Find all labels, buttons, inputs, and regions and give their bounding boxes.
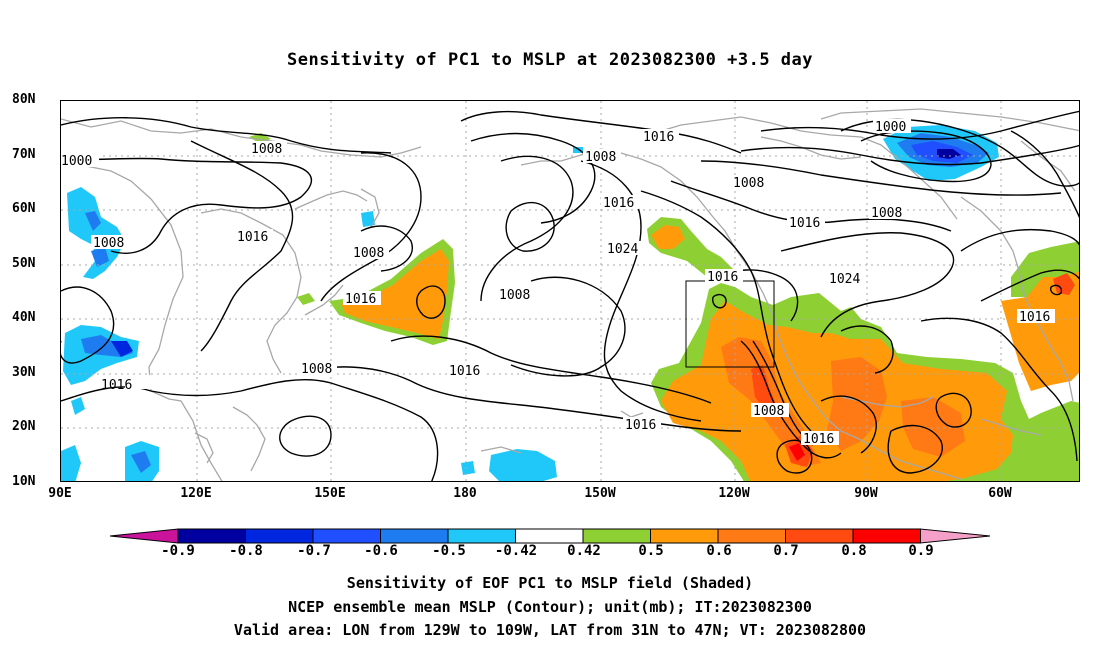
mslp-contours (61, 110, 1079, 481)
lat-label-40n: 40N (12, 310, 36, 325)
lon-label-90w: 90W (854, 486, 878, 501)
colorbar-segment (582, 528, 651, 544)
lon-label-90e: 90E (48, 486, 72, 501)
grid-lines (61, 101, 1079, 481)
map-canvas: 1000 1008 1016 1008 1016 1008 1016 1008 … (61, 101, 1079, 481)
contour-label: 1008 (251, 142, 282, 157)
colorbar-label: 0.9 (908, 543, 934, 559)
colorbar-label: 0.42 (567, 543, 601, 559)
lat-label-20n: 20N (12, 419, 36, 434)
contour-label: 1008 (499, 288, 530, 303)
lon-label-120w: 120W (718, 486, 750, 501)
colorbar-label: 0.7 (773, 543, 799, 559)
colorbar-segment (852, 528, 921, 544)
negative-region-west (67, 187, 125, 279)
lon-label-120e: 120E (180, 486, 212, 501)
lat-label-30n: 30N (12, 365, 36, 380)
colorbar-label: 0.6 (706, 543, 732, 559)
map-panel: 1000 1008 1016 1008 1016 1008 1016 1008 … (60, 100, 1080, 482)
colorbar-segment (515, 528, 584, 544)
colorbar-label: -0.9 (161, 543, 195, 559)
plot-title: Sensitivity of PC1 to MSLP at 2023082300… (286, 50, 813, 70)
contour-label: 1016 (101, 378, 132, 393)
colorbar-segment (380, 528, 449, 544)
lon-label-180: 180 (453, 486, 477, 501)
colorbar-high-arrow (920, 528, 991, 544)
contour-label: 1008 (353, 246, 384, 261)
colorbar-segment (785, 528, 854, 544)
lat-label-10n: 10N (12, 474, 36, 489)
colorbar-label: -0.6 (364, 543, 398, 559)
lat-label-50n: 50N (12, 256, 36, 271)
contour-label: 1016 (643, 130, 674, 145)
contour-label: 1016 (603, 196, 634, 211)
contour-label: 1008 (871, 206, 902, 221)
contour-label: 1016 (803, 432, 834, 447)
contour-label: 1016 (237, 230, 268, 245)
colorbar-label: -0.42 (494, 543, 538, 559)
contour-label: 1016 (449, 364, 480, 379)
lon-label-60w: 60W (988, 486, 1012, 501)
contour-label: 1008 (93, 236, 124, 251)
colorbar-segment (717, 528, 786, 544)
contour-label: 1008 (585, 150, 616, 165)
colorbar-low-arrow (109, 528, 179, 544)
contour-label: 1016 (707, 270, 738, 285)
colorbar-segments (109, 528, 991, 544)
colorbar-segment (177, 528, 246, 544)
contour-label: 1008 (753, 404, 784, 419)
colorbar-label: -0.8 (229, 543, 263, 559)
colorbar-segment (650, 528, 719, 544)
contour-label: 1024 (607, 242, 638, 257)
caption-line-3: Valid area: LON from 129W to 109W, LAT f… (233, 621, 867, 639)
contour-label: 1016 (345, 292, 376, 307)
caption-line-1: Sensitivity of EOF PC1 to MSLP field (Sh… (346, 574, 754, 592)
lon-label-150w: 150W (584, 486, 616, 501)
contour-label: 1016 (1019, 310, 1050, 325)
colorbar-segment (312, 528, 381, 544)
colorbar-label: 0.8 (841, 543, 867, 559)
lon-label-150e: 150E (314, 486, 346, 501)
colorbar-label: 0.5 (638, 543, 664, 559)
colorbar-segment (245, 528, 314, 544)
contour-label: 1000 (875, 120, 906, 135)
colorbar-segment (447, 528, 516, 544)
colorbar-label: -0.5 (432, 543, 466, 559)
caption-line-2: NCEP ensemble mean MSLP (Contour); unit(… (288, 598, 812, 616)
contour-label: 1016 (625, 418, 656, 433)
shaded-sensitivity (61, 125, 1079, 481)
lat-label-70n: 70N (12, 147, 36, 162)
lat-label-60n: 60N (12, 201, 36, 216)
contour-label: 1024 (829, 272, 860, 287)
lat-label-80n: 80N (12, 92, 36, 107)
contour-label: 1000 (61, 154, 92, 169)
contour-label: 1016 (789, 216, 820, 231)
contour-label: 1008 (733, 176, 764, 191)
contour-label: 1008 (301, 362, 332, 377)
colorbar-label: -0.7 (297, 543, 331, 559)
contour-labels: 1000 1008 1016 1008 1016 1008 1016 1008 … (61, 119, 1055, 447)
